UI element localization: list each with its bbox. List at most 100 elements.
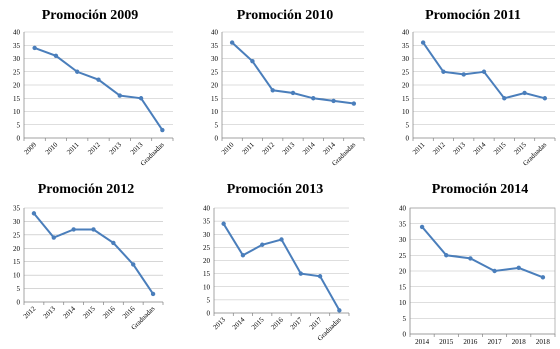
y-tick-label: 0 bbox=[17, 299, 21, 307]
x-tick-label: 2014 bbox=[62, 304, 78, 320]
y-tick-label: 35 bbox=[13, 42, 21, 50]
y-tick-label: 5 bbox=[207, 296, 211, 304]
x-tick-label: 2013 bbox=[212, 315, 228, 331]
y-tick-label: 30 bbox=[399, 236, 407, 244]
y-tick-label: 30 bbox=[203, 231, 211, 239]
x-tick-label: 2013 bbox=[42, 304, 58, 320]
data-point bbox=[290, 90, 296, 96]
x-tick-label: 2011 bbox=[65, 140, 81, 156]
y-tick-label: 25 bbox=[211, 68, 219, 76]
x-tick-label: 2009 bbox=[23, 140, 39, 156]
chart-panel: Promoción 2010 0 5 10 15 20 25 30 35 40 2010 2011 20… bbox=[211, 8, 365, 168]
y-tick-label: 0 bbox=[207, 310, 211, 318]
x-tick-label: 2014 bbox=[231, 315, 247, 331]
data-point bbox=[260, 242, 265, 247]
x-tick-label: 2013 bbox=[281, 140, 297, 156]
y-tick-label: 5 bbox=[403, 315, 407, 323]
data-point bbox=[419, 224, 425, 230]
y-tick-label: 5 bbox=[215, 121, 219, 129]
y-tick-label: 25 bbox=[13, 68, 21, 76]
data-point bbox=[131, 262, 136, 267]
y-tick-label: 15 bbox=[399, 283, 407, 291]
x-tick-label: 2018 bbox=[536, 338, 551, 346]
x-tick-label: Graduadas bbox=[139, 141, 166, 168]
y-tick-label: 15 bbox=[13, 258, 21, 266]
y-tick-label: 40 bbox=[399, 205, 407, 213]
y-tick-label: 25 bbox=[13, 231, 21, 239]
data-point bbox=[540, 275, 546, 280]
y-tick-label: 20 bbox=[13, 245, 21, 253]
x-tick-label: 2017 bbox=[289, 315, 305, 331]
x-tick-label: 2014 bbox=[301, 140, 317, 156]
data-point bbox=[492, 268, 497, 274]
y-tick-label: 30 bbox=[13, 218, 21, 226]
y-tick-label: 20 bbox=[13, 82, 21, 90]
y-tick-label: 25 bbox=[402, 68, 410, 76]
y-tick-label: 5 bbox=[17, 285, 21, 293]
y-tick-label: 35 bbox=[203, 218, 211, 226]
chart-title: Promoción 2009 bbox=[42, 8, 139, 23]
y-tick-label: 10 bbox=[211, 108, 219, 116]
x-tick-label: 2011 bbox=[240, 140, 256, 156]
y-tick-label: 40 bbox=[402, 29, 410, 37]
chart-title: Promoción 2013 bbox=[227, 182, 324, 197]
y-tick-label: 0 bbox=[403, 331, 407, 339]
data-point bbox=[32, 45, 37, 51]
data-point bbox=[502, 96, 507, 101]
data-point bbox=[31, 211, 37, 216]
data-point bbox=[441, 69, 446, 74]
series-line bbox=[222, 223, 341, 311]
data-point bbox=[331, 98, 336, 104]
y-tick-label: 20 bbox=[211, 82, 219, 90]
x-tick-label: 2010 bbox=[44, 140, 60, 156]
chart-title: Promoción 2012 bbox=[38, 182, 135, 197]
chart-panel: Promoción 2014 0 5 10 15 20 25 30 35 40 2014 2015 20… bbox=[399, 182, 556, 346]
y-tick-label: 15 bbox=[211, 95, 219, 103]
data-point bbox=[229, 40, 235, 45]
y-tick-label: 35 bbox=[13, 205, 21, 213]
x-tick-label: 2015 bbox=[250, 315, 266, 331]
data-point bbox=[250, 58, 255, 64]
x-tick-label: 2017 bbox=[488, 338, 503, 346]
y-tick-label: 5 bbox=[17, 121, 21, 129]
y-tick-label: 25 bbox=[399, 252, 407, 260]
x-tick-label: 2012 bbox=[261, 140, 277, 156]
data-point bbox=[91, 227, 96, 232]
y-tick-label: 15 bbox=[402, 95, 410, 103]
data-point bbox=[51, 235, 56, 240]
data-point bbox=[75, 69, 80, 74]
data-point bbox=[317, 274, 323, 279]
y-tick-label: 30 bbox=[402, 55, 410, 63]
x-tick-label: 2013 bbox=[108, 140, 124, 156]
y-tick-label: 10 bbox=[402, 108, 410, 116]
y-tick-label: 25 bbox=[203, 244, 211, 252]
x-tick-label: 2012 bbox=[22, 304, 38, 320]
y-tick-label: 0 bbox=[17, 135, 21, 143]
x-tick-label: 2014 bbox=[472, 140, 488, 156]
y-tick-label: 40 bbox=[211, 29, 219, 37]
y-tick-label: 0 bbox=[215, 135, 219, 143]
y-tick-label: 15 bbox=[13, 95, 21, 103]
y-tick-label: 35 bbox=[402, 42, 410, 50]
data-point bbox=[111, 240, 116, 246]
x-tick-label: 2012 bbox=[86, 140, 102, 156]
chart-panel: Promoción 2009 0 5 10 15 20 25 30 35 40 2009 2010 20… bbox=[13, 8, 174, 168]
x-tick-label: 2012 bbox=[431, 140, 447, 156]
y-tick-label: 35 bbox=[399, 220, 407, 228]
data-point bbox=[337, 308, 342, 313]
y-tick-label: 10 bbox=[203, 283, 211, 291]
x-tick-label: 2016 bbox=[121, 304, 137, 320]
y-tick-label: 40 bbox=[13, 29, 21, 37]
data-point bbox=[240, 253, 246, 258]
data-point bbox=[71, 227, 76, 232]
y-tick-label: 20 bbox=[203, 257, 211, 265]
series-line bbox=[33, 212, 154, 295]
x-tick-label: 2015 bbox=[81, 304, 97, 320]
data-point bbox=[444, 253, 449, 258]
chart-panel: Promoción 2012 0 5 10 15 20 25 30 35 2012 2013 2014… bbox=[13, 182, 164, 332]
x-tick-label: 2014 bbox=[321, 140, 337, 156]
data-point bbox=[481, 69, 487, 74]
x-tick-label: 2011 bbox=[411, 140, 427, 156]
